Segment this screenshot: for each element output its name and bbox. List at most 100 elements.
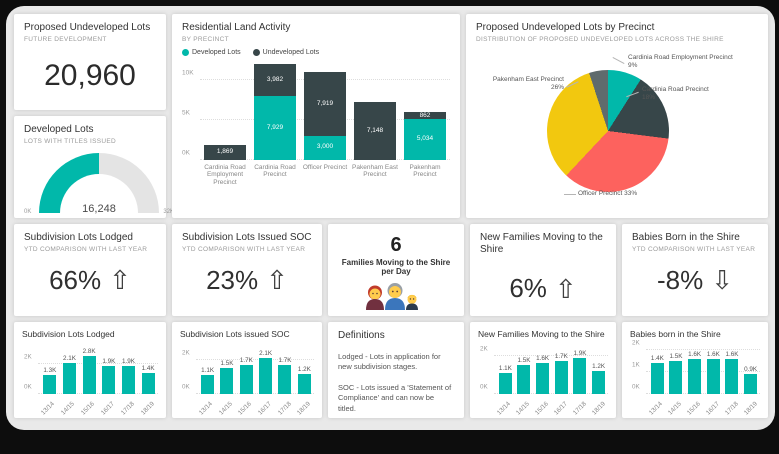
legend-dot-undeveloped (252, 48, 260, 56)
bar-chart-lots-issued-soc[interactable]: 0K 2K 1.1K 1.5K 1.7K 2.1K 1.7K 1.2K 13/14 14/15 15… (180, 348, 314, 417)
gauge-max-label: 32K (163, 208, 174, 215)
x-axis-label: 15/16 (685, 400, 702, 417)
kpi-value: 23% (206, 264, 259, 295)
bar[interactable] (706, 358, 720, 394)
stacked-bar[interactable]: 3,982 7,929 (254, 64, 296, 160)
bar-segment-undeveloped[interactable]: 7,148 (354, 102, 396, 160)
bar-chart-lots-lodged[interactable]: 0K 2K 1.3K 2.1K 2.8K 1.9K 1.9K 1.4K 13/14 14/15 15… (22, 348, 158, 417)
bar[interactable] (62, 362, 76, 394)
x-axis-label: 16/17 (552, 400, 569, 417)
bar-segment-developed[interactable]: 5,034 (404, 119, 446, 160)
pie-label-pakenham-east: Pakenham East Precinct 26% (492, 76, 564, 92)
bar[interactable] (725, 358, 739, 394)
legend-label: Undeveloped Lots (262, 48, 320, 56)
gridline (646, 349, 760, 351)
bar-value-label: 1.1K (201, 367, 215, 375)
x-axis-label: Officer Precinct (302, 163, 348, 171)
x-axis-label: Cardinia Road Employment Precinct (204, 163, 246, 187)
bar[interactable] (220, 368, 234, 394)
stacked-bar[interactable]: 7,919 3,000 (304, 64, 346, 160)
bar[interactable] (82, 356, 96, 394)
y-axis-label: 0K (182, 383, 190, 391)
stacked-bar[interactable]: 7,148 (354, 64, 396, 160)
pie-label-cardinia-road: Cardinia Road Precinct 18% (642, 86, 709, 102)
y-axis-label: 5K (182, 109, 190, 116)
bar[interactable] (517, 365, 531, 394)
bar-chart-new-families[interactable]: 0K 2K 1.1K 1.5K 1.6K 1.7K 1.9K 1.2K 13/14 14/15 15… (478, 345, 608, 417)
x-axis-label: 18/19 (139, 400, 157, 417)
gauge[interactable]: 0K 16,248 32K (24, 152, 174, 215)
x-axis-label: 18/19 (590, 400, 607, 417)
tile-title: New Families Moving to the Shire (480, 232, 603, 255)
pie-label-cardinia-employment: Cardinia Road Employment Precinct 9% (628, 54, 733, 70)
bar[interactable] (536, 363, 550, 394)
tile-title: Developed Lots (24, 124, 94, 135)
gridline (38, 363, 158, 365)
legend-item-developed[interactable]: Developed Lots (182, 48, 241, 56)
x-axis-label: 15/16 (533, 400, 550, 417)
bar-value-label: 1.7K (278, 357, 292, 365)
bar[interactable] (239, 365, 253, 394)
x-axis-label: 14/15 (217, 400, 234, 417)
bar[interactable] (573, 357, 587, 394)
tile-residential-land-activity[interactable]: Residential Land Activity BY PRECINCT De… (172, 14, 460, 218)
tile-kpi-babies-born[interactable]: Babies Born in the Shire YTD COMPARISON … (622, 224, 768, 316)
bar[interactable] (278, 365, 292, 394)
bar[interactable] (259, 358, 273, 394)
tile-kpi-lots-lodged[interactable]: Subdivision Lots Lodged YTD COMPARISON W… (14, 224, 166, 316)
bar[interactable] (498, 372, 512, 394)
bar[interactable] (688, 358, 702, 394)
bar-value-label: 1.7K (554, 353, 568, 361)
tile-definitions[interactable]: Definitions Lodged - Lots in application… (328, 322, 464, 418)
bar[interactable] (650, 363, 664, 394)
bar-segment-undeveloped[interactable]: 862 (404, 112, 446, 120)
bar-value-label: 1.5K (517, 357, 531, 365)
bar[interactable] (554, 361, 568, 394)
bar[interactable] (201, 375, 215, 394)
bar-segment-developed[interactable]: 3,000 (304, 135, 346, 160)
bar[interactable] (669, 361, 683, 394)
x-axis-label: 17/18 (723, 400, 740, 417)
bar[interactable] (141, 373, 155, 394)
y-axis-label: 0K (632, 383, 640, 391)
bar[interactable] (744, 374, 758, 394)
bar[interactable] (121, 365, 135, 394)
x-axis-label: 18/19 (742, 400, 759, 417)
bar-segment-undeveloped[interactable]: 7,919 (304, 72, 346, 136)
bar-value-label: 1.5K (220, 360, 234, 368)
pie-chart[interactable] (547, 70, 669, 192)
gauge-value: 16,248 (82, 202, 116, 215)
tile-proposed-undeveloped-lots[interactable]: Proposed Undeveloped Lots FUTURE DEVELOP… (14, 14, 166, 110)
definition-soc: SOC - Lots issued a 'Statement of Compli… (338, 382, 452, 413)
tile-chart-babies-born[interactable]: Babies born in the Shire 0K 1K 2K 1.4K 1.5K 1… (622, 322, 768, 418)
tile-developed-lots-gauge[interactable]: Developed Lots LOTS WITH TITLES ISSUED 0… (14, 116, 174, 218)
bar[interactable] (297, 373, 311, 394)
tile-pie-undeveloped-by-precinct[interactable]: Proposed Undeveloped Lots by Precinct DI… (466, 14, 768, 218)
tile-kpi-new-families[interactable]: New Families Moving to the Shire 6% ⇧ (470, 224, 616, 316)
legend-item-undeveloped[interactable]: Undeveloped Lots (252, 48, 320, 56)
gridline (196, 358, 314, 360)
tile-chart-lots-issued-soc[interactable]: Subdivision Lots issued SOC 0K 2K 1.1K 1.5K… (172, 322, 322, 418)
up-arrow-icon: ⇧ (554, 273, 577, 304)
gridline (196, 393, 314, 394)
x-axis-label: 16/17 (99, 400, 117, 417)
x-axis-label: 13/14 (197, 400, 214, 417)
bar-value-label: 1.7K (239, 357, 253, 365)
bar-segment-undeveloped[interactable]: 3,982 (254, 64, 296, 97)
tile-families-per-day[interactable]: 6 Families Moving to the Shire per Day (328, 224, 464, 316)
bar-chart-babies-born[interactable]: 0K 1K 2K 1.4K 1.5K 1.6K 1.6K 1.6K 0.9K 13/14 14/15… (630, 340, 760, 417)
tile-chart-lots-lodged[interactable]: Subdivision Lots Lodged 0K 2K 1.3K 2.1K 2.8K… (14, 322, 166, 418)
bar[interactable] (102, 365, 116, 394)
stacked-bar-chart[interactable]: 0K 5K 10K 1,869 3,982 7,929 7,919 3,000 7,148 862… (182, 64, 450, 187)
tile-kpi-lots-issued-soc[interactable]: Subdivision Lots Issued SOC YTD COMPARIS… (172, 224, 322, 316)
bar-segment-developed[interactable]: 7,929 (254, 96, 296, 160)
bar[interactable] (592, 371, 606, 394)
tile-chart-new-families[interactable]: New Families Moving to the Shire 0K 2K 1.1… (470, 322, 616, 418)
stacked-bar[interactable]: 862 5,034 (404, 64, 446, 160)
y-axis-label: 1K (632, 361, 640, 369)
bar-segment-undeveloped[interactable]: 1,869 (204, 144, 246, 160)
x-axis-labels: 13/14 14/15 15/16 16/17 17/18 18/19 (646, 397, 760, 417)
bar[interactable] (43, 374, 57, 394)
stacked-bar[interactable]: 1,869 (204, 64, 246, 160)
tile-subtitle: DISTRIBUTION OF PROPOSED UNDEVELOPED LOT… (476, 35, 724, 43)
